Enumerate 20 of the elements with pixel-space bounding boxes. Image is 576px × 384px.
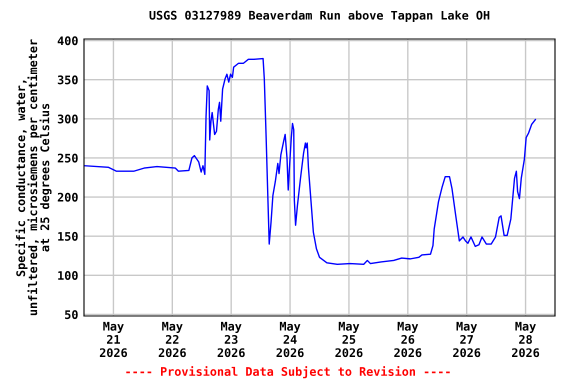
y-tick-label: 200 bbox=[58, 192, 78, 202]
y-tick-label: 300 bbox=[58, 114, 78, 124]
y-tick-label: 350 bbox=[58, 75, 78, 84]
x-tick-label: May 27 2026 bbox=[453, 322, 480, 358]
x-tick-label: May 23 2026 bbox=[218, 322, 245, 358]
y-tick-label: 50 bbox=[65, 310, 78, 320]
y-tick-label: 150 bbox=[58, 232, 78, 241]
x-tick-label: May 21 2026 bbox=[100, 322, 128, 358]
x-tick-label: May 24 2026 bbox=[276, 322, 304, 358]
chart-title: USGS 03127989 Beaverdam Run above Tappan Lake OH bbox=[150, 10, 490, 22]
x-tick-label: May 28 2026 bbox=[512, 322, 540, 358]
y-axis-title: Specific conductance, water, unfiltered, microsiemens per centimeter at 25 degrees Celsius bbox=[15, 39, 52, 316]
line-series bbox=[84, 58, 536, 266]
y-tick-label: 400 bbox=[58, 36, 78, 46]
y-tick-label: 250 bbox=[58, 154, 78, 163]
x-tick-label: May 25 2026 bbox=[335, 322, 363, 358]
y-tick-label: 100 bbox=[58, 271, 78, 280]
text: ---- Provisional Data Subject to Revision ---- bbox=[126, 366, 450, 378]
x-tick-label: May 26 2026 bbox=[394, 322, 422, 358]
x-tick-label: May 22 2026 bbox=[158, 322, 186, 358]
